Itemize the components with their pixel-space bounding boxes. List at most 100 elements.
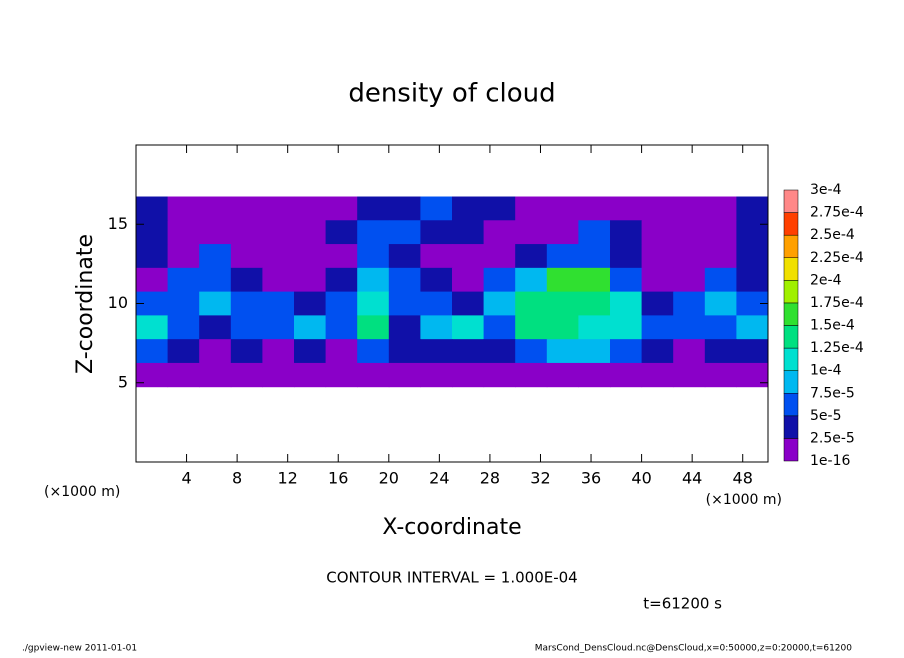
cell <box>357 339 390 364</box>
cell <box>325 315 358 340</box>
cell <box>578 339 611 364</box>
cell <box>610 362 643 388</box>
annotation: t=61200 s <box>643 595 722 613</box>
cell <box>673 244 706 269</box>
cell <box>515 362 548 388</box>
cell <box>736 196 769 221</box>
cell <box>546 220 579 245</box>
cell <box>546 267 579 293</box>
colorbar-swatch <box>783 234 799 259</box>
y-unit: (×1000 m) <box>44 484 120 500</box>
colorbar-label: 7.5e-5 <box>810 385 855 401</box>
x-tick-label: 28 <box>480 469 500 488</box>
colorbar-label: 1.5e-4 <box>810 318 855 334</box>
cell <box>294 315 327 340</box>
cell <box>546 362 579 388</box>
cell <box>483 244 516 269</box>
cell <box>262 315 295 340</box>
cell <box>546 196 579 221</box>
cell <box>641 291 674 316</box>
cell <box>736 315 769 340</box>
cell <box>420 244 453 269</box>
cell <box>199 315 232 340</box>
cell <box>641 244 674 269</box>
cell <box>199 291 232 316</box>
cell <box>483 339 516 364</box>
colorbar-label: 2e-4 <box>810 272 842 288</box>
cell <box>136 196 169 221</box>
cell <box>704 196 737 221</box>
cell <box>610 244 643 269</box>
cell <box>610 220 643 245</box>
cell <box>452 291 485 316</box>
cell <box>294 244 327 269</box>
cell <box>515 315 548 340</box>
cell <box>641 196 674 221</box>
cell <box>294 220 327 245</box>
cell <box>230 220 263 245</box>
cell <box>515 291 548 316</box>
cell <box>641 362 674 388</box>
x-tick-label: 44 <box>682 469 702 488</box>
colorbar-swatch <box>783 393 799 417</box>
colorbar-label: 2.5e-4 <box>810 227 855 243</box>
colorbar-label: 2.25e-4 <box>810 250 864 266</box>
cell <box>704 339 737 364</box>
cell <box>136 339 169 364</box>
cell <box>610 291 643 316</box>
cell <box>167 244 200 269</box>
cell <box>325 244 358 269</box>
cell <box>452 267 485 293</box>
cell <box>641 339 674 364</box>
cell <box>673 362 706 388</box>
cell <box>388 244 421 269</box>
x-tick-label: 36 <box>581 469 601 488</box>
cell <box>136 267 169 293</box>
y-tick-label: 5 <box>118 372 128 391</box>
colorbar-label: 2.5e-5 <box>810 430 855 446</box>
cell <box>230 315 263 340</box>
cell <box>357 267 390 293</box>
cell <box>641 315 674 340</box>
cell <box>136 362 169 388</box>
cell <box>704 267 737 293</box>
cell <box>452 220 485 245</box>
x-axis-label: X-coordinate <box>382 515 521 540</box>
cell <box>420 362 453 388</box>
cell <box>483 291 516 316</box>
cell <box>578 315 611 340</box>
cell <box>325 362 358 388</box>
colorbar-label: 1e-16 <box>810 453 850 469</box>
colorbar-label: 2.75e-4 <box>810 205 864 221</box>
cell <box>483 315 516 340</box>
cell <box>294 291 327 316</box>
colorbar-label: 1.25e-4 <box>810 340 864 356</box>
cell <box>136 244 169 269</box>
cell <box>546 244 579 269</box>
y-axis-label: Z-coordinate <box>73 234 98 374</box>
cell <box>420 315 453 340</box>
cell <box>515 267 548 293</box>
cell <box>736 267 769 293</box>
cell <box>357 362 390 388</box>
cell <box>420 339 453 364</box>
colorbar-label: 3e-4 <box>810 182 842 198</box>
cell <box>294 196 327 221</box>
cell <box>388 196 421 221</box>
cell <box>325 291 358 316</box>
footer: ./gpview-new 2011-01-01 <box>22 644 137 654</box>
cell <box>483 196 516 221</box>
cell <box>357 244 390 269</box>
cell <box>452 339 485 364</box>
cell <box>167 315 200 340</box>
cell <box>167 339 200 364</box>
cell <box>199 244 232 269</box>
cell <box>420 220 453 245</box>
cell <box>262 196 295 221</box>
cell <box>515 339 548 364</box>
cell <box>357 291 390 316</box>
cell <box>483 267 516 293</box>
cell <box>357 196 390 221</box>
cell <box>673 291 706 316</box>
